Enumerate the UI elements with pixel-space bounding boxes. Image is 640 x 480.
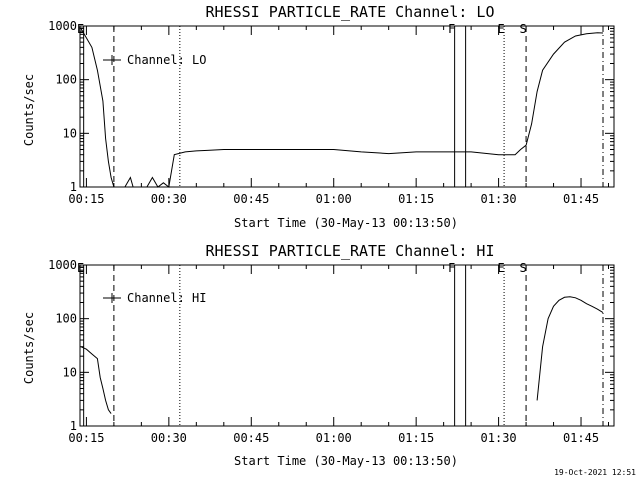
lo-x-tick-label: 01:00 bbox=[316, 192, 352, 206]
lo-x-axis-label: Start Time (30-May-13 00:13:50) bbox=[234, 216, 458, 230]
hi-plot-area: 1 10 100 1000 00:15 00:30 00:45 01:00 01:15 01:30… bbox=[48, 258, 615, 445]
lo-x-tick-label: 00:15 bbox=[68, 192, 104, 206]
hi-x-tick-label: 01:00 bbox=[316, 431, 352, 445]
hi-x-tick-label: 00:30 bbox=[151, 431, 187, 445]
lo-y-tick-label: 1 bbox=[70, 180, 77, 194]
hi-x-tick-label: 01:15 bbox=[398, 431, 434, 445]
lo-channel-panel: RHESSI PARTICLE_RATE Channel: LO Start T… bbox=[22, 3, 615, 230]
lo-x-tick-label: 00:45 bbox=[233, 192, 269, 206]
lo-x-tick-label: 00:30 bbox=[151, 192, 187, 206]
hi-series-line bbox=[80, 346, 112, 414]
hi-y-tick-label: 10 bbox=[63, 365, 77, 379]
lo-legend: Channel: LO bbox=[103, 53, 206, 67]
hi-channel-panel: RHESSI PARTICLE_RATE Channel: HI Start T… bbox=[22, 242, 615, 468]
hi-y-tick-label: 100 bbox=[55, 312, 77, 326]
generation-timestamp: 19-Oct-2021 12:51 bbox=[554, 468, 636, 477]
lo-y-tick-label: 10 bbox=[63, 126, 77, 140]
hi-y-tick-label: 1000 bbox=[48, 258, 77, 272]
hi-y-axis-label: Counts/sec bbox=[22, 312, 36, 384]
lo-y-tick-label: 1000 bbox=[48, 19, 77, 33]
hi-x-tick-label: 01:30 bbox=[481, 431, 517, 445]
hi-event-marker-label: F bbox=[448, 261, 455, 275]
hi-legend-label: Channel: HI bbox=[127, 291, 206, 305]
lo-x-tick-label: 01:15 bbox=[398, 192, 434, 206]
hi-event-marker-label: E bbox=[77, 261, 84, 275]
hi-x-tick-label: 00:45 bbox=[233, 431, 269, 445]
lo-y-tick-label: 100 bbox=[55, 73, 77, 87]
hi-chart-title: RHESSI PARTICLE_RATE Channel: HI bbox=[206, 242, 495, 260]
hi-event-marker-label: E bbox=[497, 261, 504, 275]
lo-event-marker-label: E bbox=[497, 22, 504, 36]
hi-legend: Channel: HI bbox=[103, 291, 206, 305]
lo-x-tick-label: 01:45 bbox=[563, 192, 599, 206]
hi-series-line bbox=[536, 296, 604, 401]
hi-x-tick-label: 01:45 bbox=[563, 431, 599, 445]
hi-plot-frame bbox=[79, 264, 615, 427]
lo-series-line bbox=[80, 28, 604, 188]
hi-y-tick-label: 1 bbox=[70, 419, 77, 433]
hi-event-marker-label: S bbox=[519, 261, 526, 275]
lo-event-marker-label: S bbox=[519, 22, 526, 36]
hi-x-axis-label: Start Time (30-May-13 00:13:50) bbox=[234, 454, 458, 468]
lo-legend-label: Channel: LO bbox=[127, 53, 206, 67]
lo-event-marker-label: F bbox=[448, 22, 455, 36]
lo-y-axis-label: Counts/sec bbox=[22, 74, 36, 146]
lo-x-tick-label: 01:30 bbox=[481, 192, 517, 206]
hi-x-tick-label: 00:15 bbox=[68, 431, 104, 445]
lo-plot-area: 1 10 100 1000 00:15 00:30 00:45 01:00 01:15 01:30… bbox=[48, 19, 615, 206]
lo-chart-title: RHESSI PARTICLE_RATE Channel: LO bbox=[206, 3, 495, 21]
lo-plot-frame bbox=[79, 25, 615, 188]
